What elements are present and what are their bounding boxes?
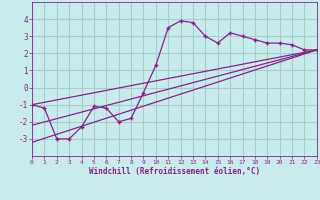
X-axis label: Windchill (Refroidissement éolien,°C): Windchill (Refroidissement éolien,°C) [89, 167, 260, 176]
